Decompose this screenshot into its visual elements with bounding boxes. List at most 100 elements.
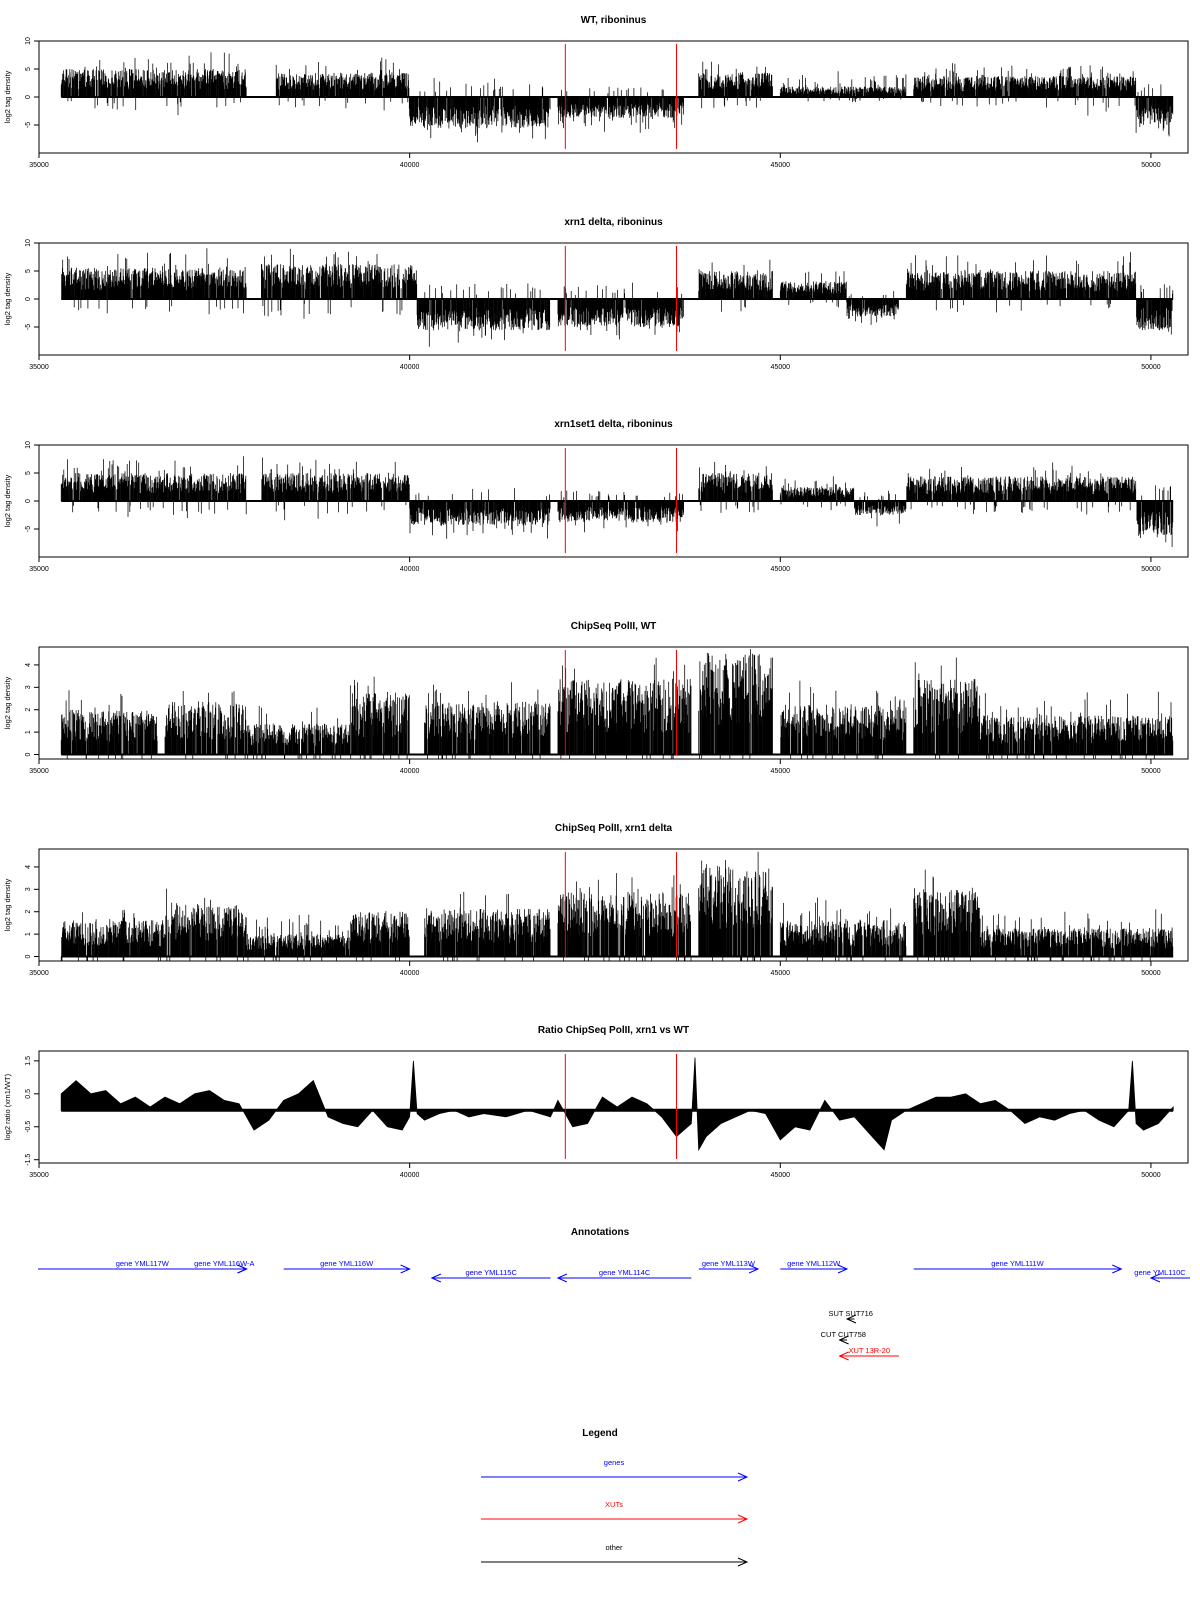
plot-frame <box>38 646 1189 760</box>
y-tick-label: 2 <box>25 708 32 712</box>
y-tick-label: 5 <box>25 471 32 475</box>
x-tick-label: 45000 <box>771 1172 791 1179</box>
annotation-label: gene YML114C <box>599 1268 651 1277</box>
annotation-gene-yml115c: gene YML115C <box>430 1268 551 1283</box>
annotation-xut-13r-20: XUT 13R-20 <box>838 1346 899 1361</box>
plot-area <box>60 52 1174 143</box>
annotation-gene-yml113w: gene YML113W <box>698 1259 760 1274</box>
annotation-arrow-head <box>837 1264 849 1274</box>
annotation-gene-yml116w-a: gene YML116W-A <box>194 1259 255 1274</box>
annotation-label: CUT CUT758 <box>821 1330 866 1339</box>
y-axis-label: log2 tag density <box>3 272 12 325</box>
annotation-features: gene YML117W gene YML116W-A gene YML116W ge… <box>38 1259 1190 1361</box>
panel-title: ChipSeq PolII, xrn1 delta <box>555 823 673 834</box>
y-axis-label: log2 ratio (xrn1/WT) <box>3 1073 12 1140</box>
panel-title: xrn1 delta, riboninus <box>564 217 663 228</box>
annotation-label: gene YML111W <box>991 1259 1044 1268</box>
y-tick-label: 5 <box>25 269 32 273</box>
plot-frame <box>38 1050 1189 1164</box>
annotation-label: gene YML117W <box>116 1259 170 1268</box>
annotation-arrow-head <box>430 1273 442 1283</box>
annotation-arrow-head <box>1149 1273 1161 1283</box>
y-tick-label: 0 <box>25 499 32 503</box>
y-axis-label: log2 tag density <box>3 474 12 527</box>
annotation-label: gene YML110C <box>1134 1268 1186 1277</box>
y-tick-label: -5 <box>25 122 32 128</box>
annotation-arrow-head <box>556 1273 568 1283</box>
annotation-gene-yml112w: gene YML112W <box>780 1259 849 1274</box>
annotation-gene-yml114c: gene YML114C <box>556 1268 692 1283</box>
x-tick-label: 50000 <box>1141 364 1161 371</box>
y-tick-label: 5 <box>25 67 32 71</box>
annotation-arrow-head <box>400 1264 411 1274</box>
legend-label: XUTs <box>605 1500 623 1509</box>
annotation-arrow-head <box>1112 1264 1123 1274</box>
x-tick-label: 40000 <box>400 162 420 169</box>
x-tick-label: 40000 <box>400 970 420 977</box>
annotations-section: Annotations gene YML117W gene YML116W-A ge… <box>38 1227 1190 1361</box>
legend-arrow-head <box>737 1472 749 1482</box>
legend-arrow-head <box>737 1557 749 1567</box>
annotation-label: gene YML115C <box>465 1268 517 1277</box>
ratio-area <box>60 1057 1174 1152</box>
annotation-gene-yml110c: gene YML110C <box>1134 1268 1190 1283</box>
plot-area <box>60 1057 1174 1152</box>
x-tick-label: 35000 <box>29 970 49 977</box>
y-tick-label: -5 <box>25 324 32 330</box>
x-tick-label: 50000 <box>1141 566 1161 573</box>
y-tick-label: 3 <box>25 685 32 689</box>
x-tick-label: 50000 <box>1141 970 1161 977</box>
panel-1: WT, riboninus log2 tag density 35000 40000 4… <box>3 15 1189 169</box>
annotation-arrow-head <box>838 1351 849 1361</box>
panel-6: Ratio ChipSeq PolII, xrn1 vs WT log2 rati… <box>3 1025 1189 1179</box>
annotations-title: Annotations <box>571 1227 630 1238</box>
panel-5: ChipSeq PolII, xrn1 delta log2 tag densit… <box>3 823 1189 977</box>
y-tick-label: 3 <box>25 887 32 891</box>
y-tick-label: 4 <box>25 865 32 869</box>
y-tick-label: -1.5 <box>25 1154 32 1166</box>
x-tick-label: 40000 <box>400 768 420 775</box>
signal-bars <box>60 649 1174 759</box>
panel-2: xrn1 delta, riboninus log2 tag density 350… <box>3 217 1189 371</box>
x-tick-label: 50000 <box>1141 768 1161 775</box>
x-tick-label: 35000 <box>29 566 49 573</box>
plot-area <box>60 649 1174 759</box>
annotation-label: gene YML112W <box>787 1259 841 1268</box>
panel-title: xrn1set1 delta, riboninus <box>554 419 673 430</box>
legend-item-xut: XUTs <box>481 1500 749 1524</box>
legend-label: other <box>605 1543 623 1552</box>
y-tick-label: 0.5 <box>25 1089 32 1099</box>
y-tick-label: 4 <box>25 663 32 667</box>
y-axis-label: log2 tag density <box>3 878 12 931</box>
legend-label: genes <box>604 1458 625 1467</box>
panel-title: WT, riboninus <box>581 15 647 26</box>
panel-3: xrn1set1 delta, riboninus log2 tag densit… <box>3 419 1189 573</box>
annotation-arrow-head <box>237 1264 248 1274</box>
plot-area <box>61 248 1174 347</box>
x-tick-label: 45000 <box>771 970 791 977</box>
x-tick-label: 40000 <box>400 566 420 573</box>
y-tick-label: 10 <box>25 239 32 247</box>
x-tick-label: 45000 <box>771 162 791 169</box>
y-tick-label: 1 <box>25 730 32 734</box>
y-tick-label: -0.5 <box>25 1121 32 1133</box>
x-tick-label: 40000 <box>400 1172 420 1179</box>
legend-title: Legend <box>582 1428 618 1439</box>
annotation-arrow-head <box>748 1264 760 1274</box>
legend-item-gene: genes <box>481 1458 749 1482</box>
annotation-sut-sut716: SUT SUT716 <box>828 1309 873 1324</box>
x-tick-label: 45000 <box>771 566 791 573</box>
x-tick-label: 40000 <box>400 364 420 371</box>
panel-title: ChipSeq PolII, WT <box>571 621 657 632</box>
x-tick-label: 50000 <box>1141 162 1161 169</box>
x-tick-label: 45000 <box>771 364 791 371</box>
x-tick-label: 35000 <box>29 162 49 169</box>
y-tick-label: 0 <box>25 752 32 756</box>
y-tick-label: 2 <box>25 910 32 914</box>
x-tick-label: 35000 <box>29 364 49 371</box>
plot-frame <box>38 848 1189 962</box>
y-tick-label: -5 <box>25 526 32 532</box>
annotation-label: XUT 13R-20 <box>848 1346 890 1355</box>
